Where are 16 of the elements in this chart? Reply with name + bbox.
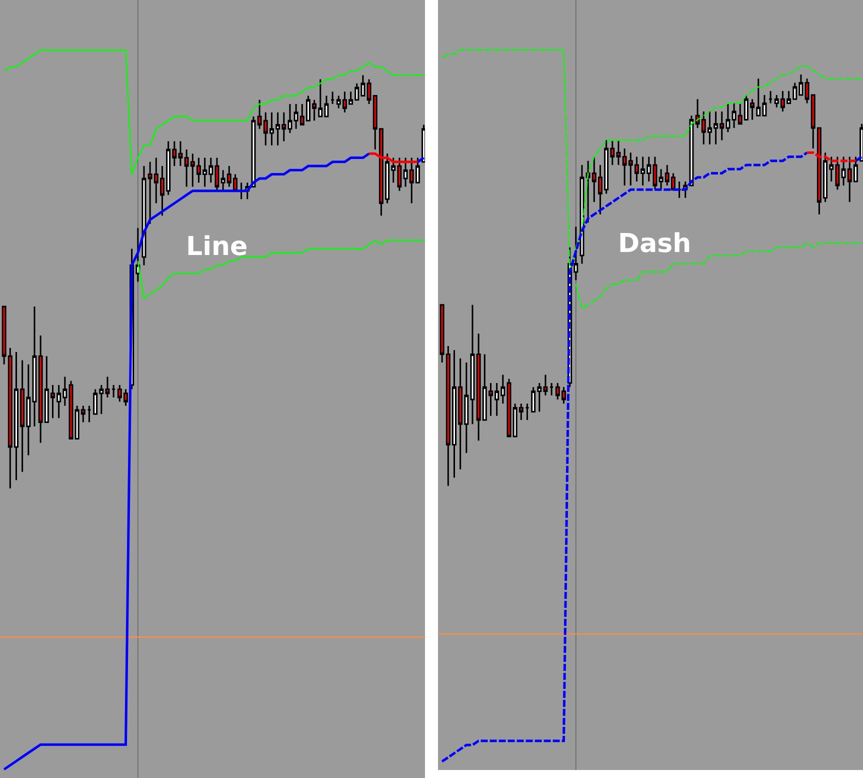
candlestick [860,123,863,162]
candlestick [422,124,425,163]
candlestick [768,90,773,104]
annotation: Dash [618,229,692,259]
candlestick [86,404,92,423]
candlestick [677,180,682,199]
candlestick [549,382,554,396]
candlestick [251,116,256,188]
candlestick [68,380,74,440]
candlestick [330,90,335,105]
candlestick [142,165,146,266]
candlestick [524,402,530,421]
annotation: Line [186,232,248,262]
candlestick [470,304,475,425]
candlestick [111,384,116,398]
candlestick [32,306,37,428]
